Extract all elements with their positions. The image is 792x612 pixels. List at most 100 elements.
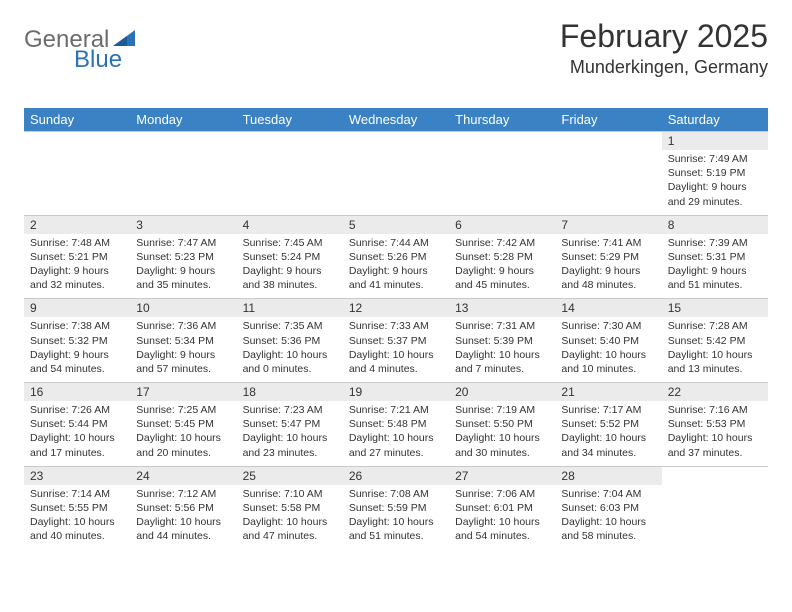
day-cell: [24, 132, 130, 216]
daylight-text: Daylight: 9 hours and 32 minutes.: [30, 264, 124, 292]
daylight-text: Daylight: 10 hours and 40 minutes.: [30, 515, 124, 543]
day-number: 19: [343, 383, 449, 401]
day-cell: 17Sunrise: 7:25 AMSunset: 5:45 PMDayligh…: [130, 383, 236, 467]
sunset-text: Sunset: 5:45 PM: [136, 417, 230, 431]
day-body: Sunrise: 7:33 AMSunset: 5:37 PMDaylight:…: [343, 317, 449, 382]
sunrise-text: Sunrise: 7:06 AM: [455, 487, 549, 501]
daylight-text: Daylight: 10 hours and 20 minutes.: [136, 431, 230, 459]
sunrise-text: Sunrise: 7:19 AM: [455, 403, 549, 417]
sunrise-text: Sunrise: 7:44 AM: [349, 236, 443, 250]
day-body: Sunrise: 7:19 AMSunset: 5:50 PMDaylight:…: [449, 401, 555, 466]
sunrise-text: Sunrise: 7:08 AM: [349, 487, 443, 501]
day-cell: [449, 132, 555, 216]
week-row: 1Sunrise: 7:49 AMSunset: 5:19 PMDaylight…: [24, 132, 768, 216]
day-cell: 13Sunrise: 7:31 AMSunset: 5:39 PMDayligh…: [449, 299, 555, 383]
sunset-text: Sunset: 5:29 PM: [561, 250, 655, 264]
sunrise-text: Sunrise: 7:10 AM: [243, 487, 337, 501]
sunrise-text: Sunrise: 7:30 AM: [561, 319, 655, 333]
sunrise-text: Sunrise: 7:42 AM: [455, 236, 549, 250]
day-body: Sunrise: 7:16 AMSunset: 5:53 PMDaylight:…: [662, 401, 768, 466]
daylight-text: Daylight: 10 hours and 30 minutes.: [455, 431, 549, 459]
day-number: 2: [24, 216, 130, 234]
sunset-text: Sunset: 5:37 PM: [349, 334, 443, 348]
sunset-text: Sunset: 5:26 PM: [349, 250, 443, 264]
dayhead-fri: Friday: [555, 108, 661, 132]
sunset-text: Sunset: 5:59 PM: [349, 501, 443, 515]
day-cell: 12Sunrise: 7:33 AMSunset: 5:37 PMDayligh…: [343, 299, 449, 383]
day-body: Sunrise: 7:36 AMSunset: 5:34 PMDaylight:…: [130, 317, 236, 382]
sunrise-text: Sunrise: 7:33 AM: [349, 319, 443, 333]
day-cell: 26Sunrise: 7:08 AMSunset: 5:59 PMDayligh…: [343, 466, 449, 549]
day-cell: 14Sunrise: 7:30 AMSunset: 5:40 PMDayligh…: [555, 299, 661, 383]
day-body: Sunrise: 7:39 AMSunset: 5:31 PMDaylight:…: [662, 234, 768, 299]
day-body: [555, 136, 661, 196]
day-body: Sunrise: 7:14 AMSunset: 5:55 PMDaylight:…: [24, 485, 130, 550]
daylight-text: Daylight: 9 hours and 45 minutes.: [455, 264, 549, 292]
day-cell: 16Sunrise: 7:26 AMSunset: 5:44 PMDayligh…: [24, 383, 130, 467]
sunset-text: Sunset: 5:42 PM: [668, 334, 762, 348]
day-number: 26: [343, 467, 449, 485]
day-cell: [343, 132, 449, 216]
dayhead-sat: Saturday: [662, 108, 768, 132]
daylight-text: Daylight: 10 hours and 7 minutes.: [455, 348, 549, 376]
sunrise-text: Sunrise: 7:49 AM: [668, 152, 762, 166]
day-body: Sunrise: 7:06 AMSunset: 6:01 PMDaylight:…: [449, 485, 555, 550]
day-body: Sunrise: 7:08 AMSunset: 5:59 PMDaylight:…: [343, 485, 449, 550]
day-number: 4: [237, 216, 343, 234]
sunrise-text: Sunrise: 7:23 AM: [243, 403, 337, 417]
sunset-text: Sunset: 5:50 PM: [455, 417, 549, 431]
day-number: 7: [555, 216, 661, 234]
day-body: [237, 136, 343, 196]
day-cell: 8Sunrise: 7:39 AMSunset: 5:31 PMDaylight…: [662, 215, 768, 299]
sunrise-text: Sunrise: 7:39 AM: [668, 236, 762, 250]
daylight-text: Daylight: 10 hours and 34 minutes.: [561, 431, 655, 459]
day-number: 3: [130, 216, 236, 234]
day-number: 25: [237, 467, 343, 485]
daylight-text: Daylight: 10 hours and 10 minutes.: [561, 348, 655, 376]
day-body: Sunrise: 7:38 AMSunset: 5:32 PMDaylight:…: [24, 317, 130, 382]
day-cell: [662, 466, 768, 549]
day-cell: 7Sunrise: 7:41 AMSunset: 5:29 PMDaylight…: [555, 215, 661, 299]
sunset-text: Sunset: 5:31 PM: [668, 250, 762, 264]
day-body: Sunrise: 7:30 AMSunset: 5:40 PMDaylight:…: [555, 317, 661, 382]
sunset-text: Sunset: 5:55 PM: [30, 501, 124, 515]
day-body: Sunrise: 7:21 AMSunset: 5:48 PMDaylight:…: [343, 401, 449, 466]
day-body: Sunrise: 7:12 AMSunset: 5:56 PMDaylight:…: [130, 485, 236, 550]
sunset-text: Sunset: 5:24 PM: [243, 250, 337, 264]
daylight-text: Daylight: 10 hours and 23 minutes.: [243, 431, 337, 459]
day-cell: 6Sunrise: 7:42 AMSunset: 5:28 PMDaylight…: [449, 215, 555, 299]
day-cell: 24Sunrise: 7:12 AMSunset: 5:56 PMDayligh…: [130, 466, 236, 549]
day-body: Sunrise: 7:26 AMSunset: 5:44 PMDaylight:…: [24, 401, 130, 466]
daylight-text: Daylight: 10 hours and 44 minutes.: [136, 515, 230, 543]
daylight-text: Daylight: 10 hours and 51 minutes.: [349, 515, 443, 543]
sunset-text: Sunset: 5:40 PM: [561, 334, 655, 348]
sunrise-text: Sunrise: 7:16 AM: [668, 403, 762, 417]
sunset-text: Sunset: 5:44 PM: [30, 417, 124, 431]
day-number: 9: [24, 299, 130, 317]
day-body: Sunrise: 7:45 AMSunset: 5:24 PMDaylight:…: [237, 234, 343, 299]
day-body: Sunrise: 7:49 AMSunset: 5:19 PMDaylight:…: [662, 150, 768, 215]
day-number: 20: [449, 383, 555, 401]
daylight-text: Daylight: 10 hours and 47 minutes.: [243, 515, 337, 543]
daylight-text: Daylight: 10 hours and 54 minutes.: [455, 515, 549, 543]
day-cell: 22Sunrise: 7:16 AMSunset: 5:53 PMDayligh…: [662, 383, 768, 467]
daylight-text: Daylight: 9 hours and 57 minutes.: [136, 348, 230, 376]
sunrise-text: Sunrise: 7:17 AM: [561, 403, 655, 417]
day-number: 15: [662, 299, 768, 317]
week-row: 16Sunrise: 7:26 AMSunset: 5:44 PMDayligh…: [24, 383, 768, 467]
day-number: 13: [449, 299, 555, 317]
daylight-text: Daylight: 9 hours and 29 minutes.: [668, 180, 762, 208]
day-number: 10: [130, 299, 236, 317]
daylight-text: Daylight: 10 hours and 4 minutes.: [349, 348, 443, 376]
dayhead-sun: Sunday: [24, 108, 130, 132]
day-number: 12: [343, 299, 449, 317]
day-body: Sunrise: 7:23 AMSunset: 5:47 PMDaylight:…: [237, 401, 343, 466]
day-number: 28: [555, 467, 661, 485]
sunset-text: Sunset: 5:48 PM: [349, 417, 443, 431]
day-number: 17: [130, 383, 236, 401]
sunset-text: Sunset: 5:52 PM: [561, 417, 655, 431]
sunrise-text: Sunrise: 7:31 AM: [455, 319, 549, 333]
daylight-text: Daylight: 9 hours and 38 minutes.: [243, 264, 337, 292]
day-cell: 4Sunrise: 7:45 AMSunset: 5:24 PMDaylight…: [237, 215, 343, 299]
day-body: Sunrise: 7:31 AMSunset: 5:39 PMDaylight:…: [449, 317, 555, 382]
